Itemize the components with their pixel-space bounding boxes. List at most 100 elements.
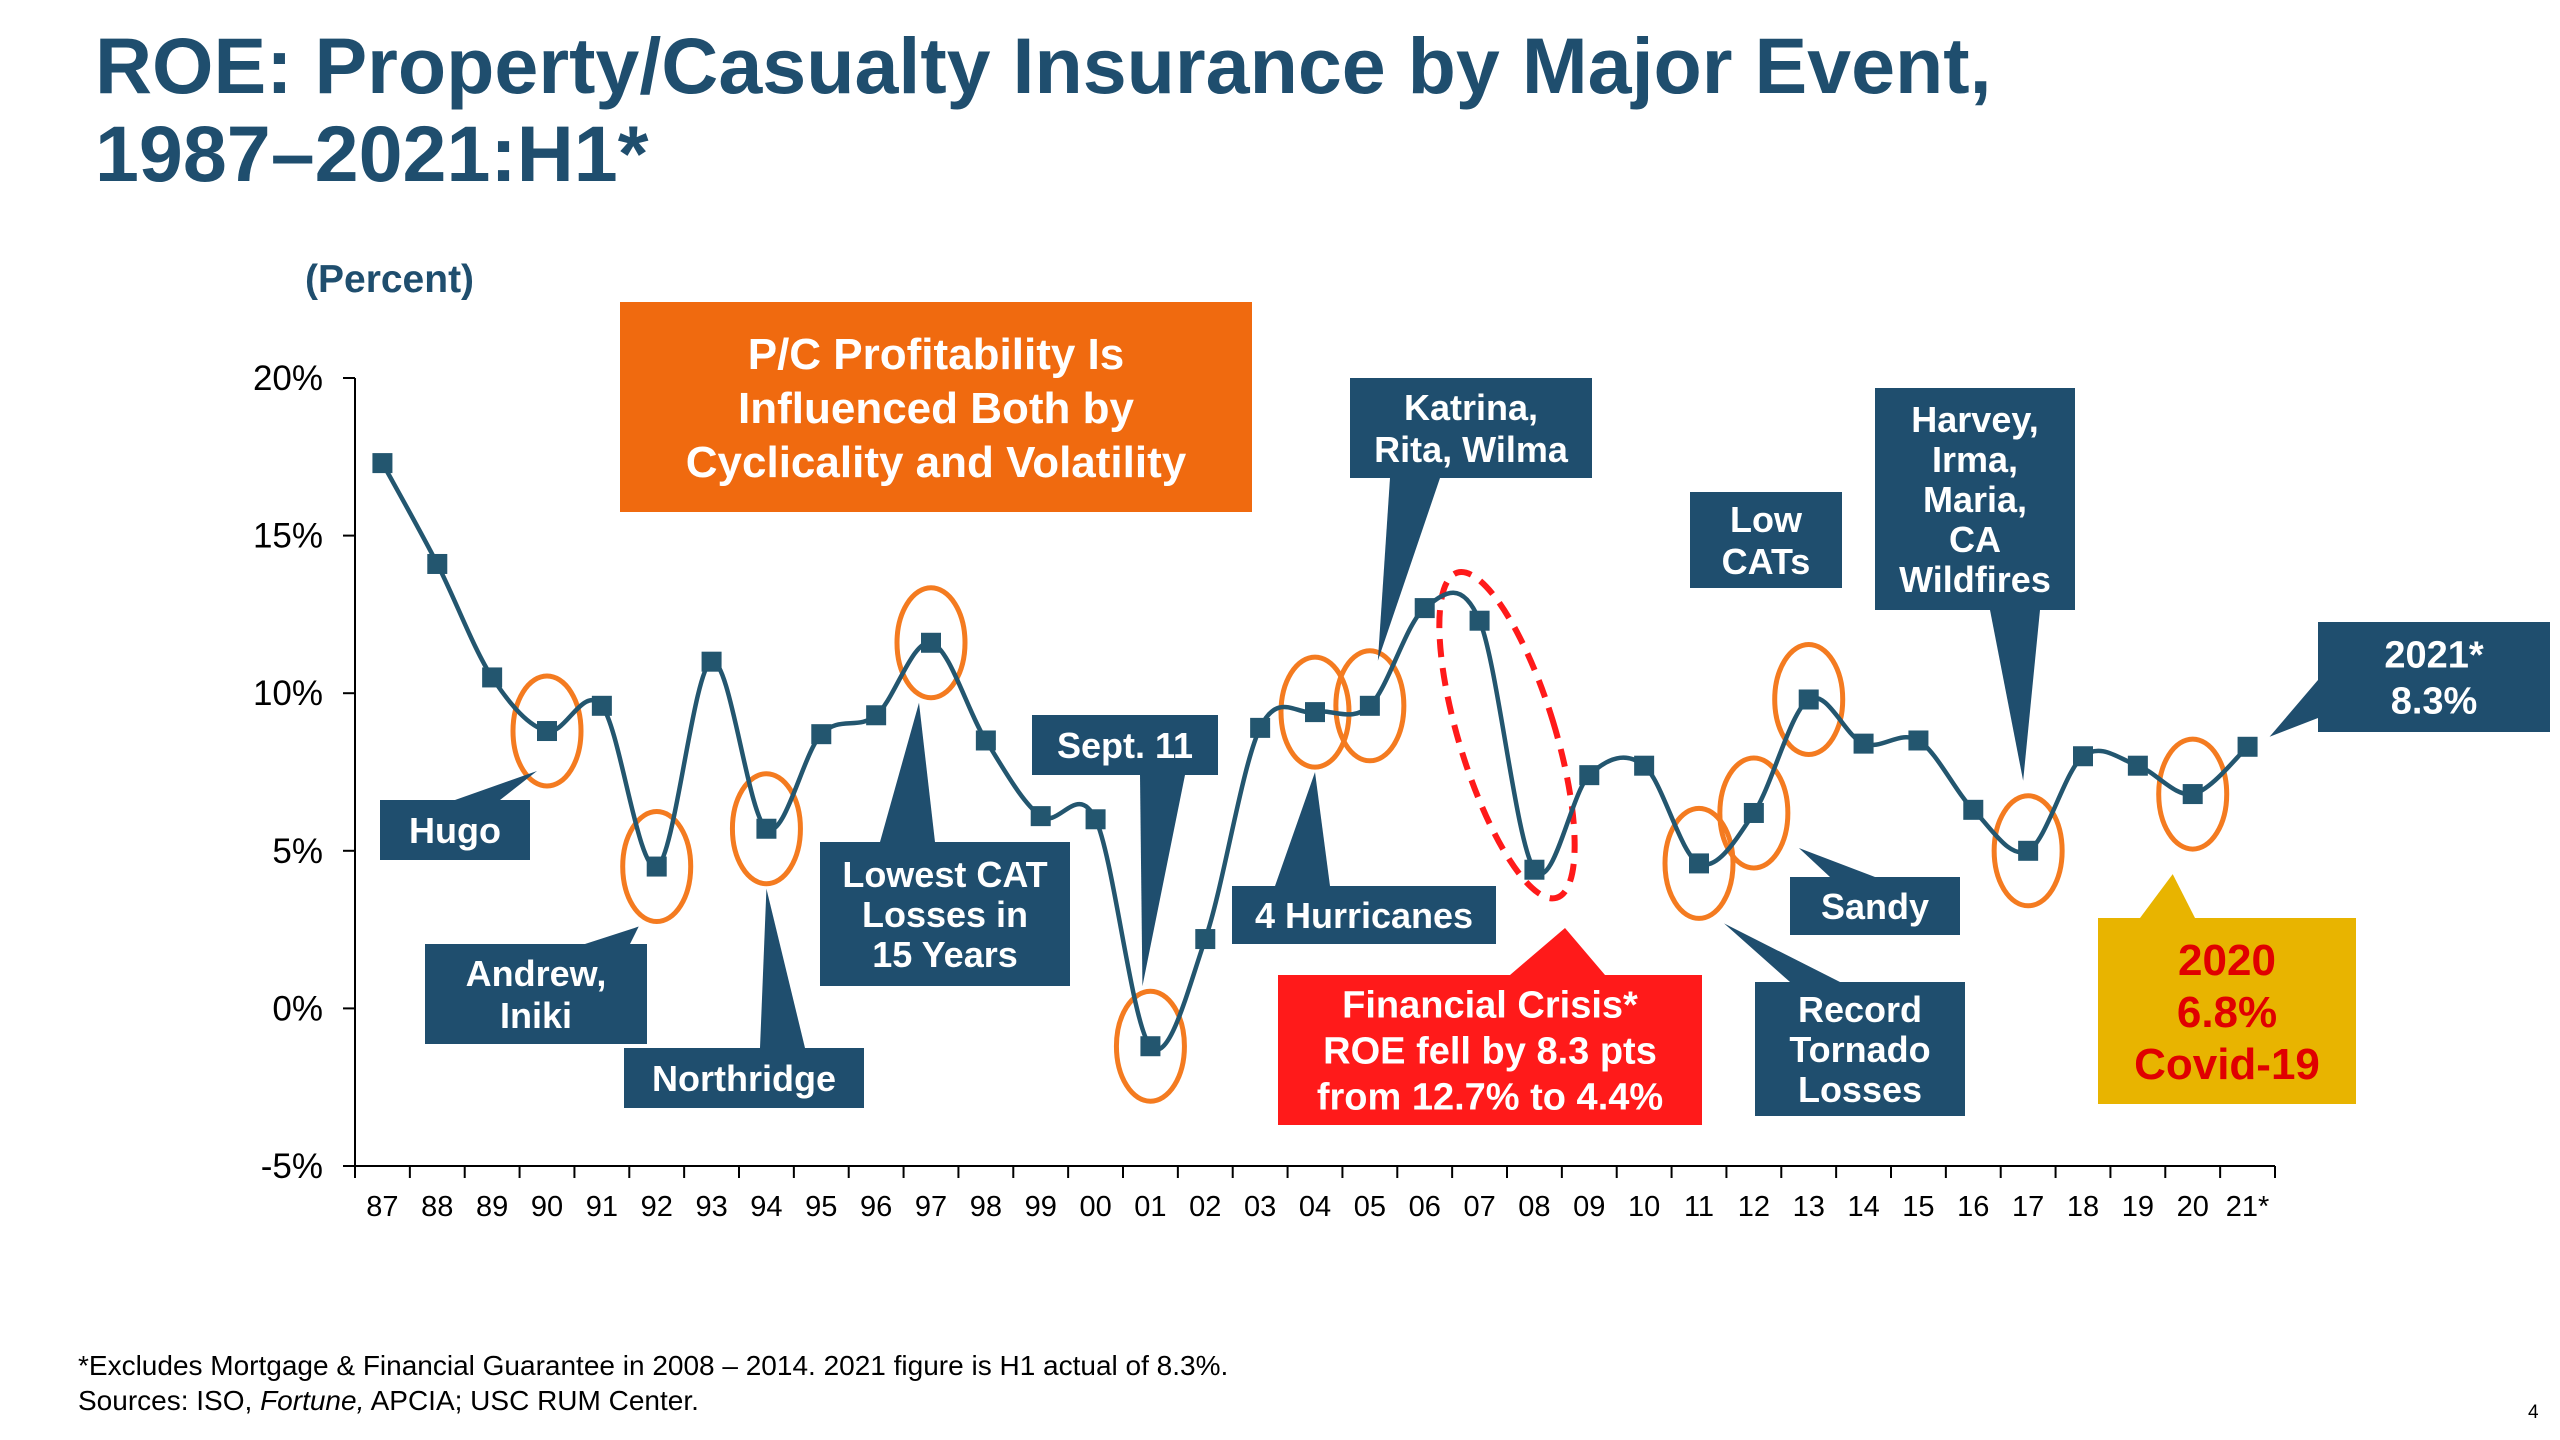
data-point-marker — [1634, 755, 1655, 776]
callout-harvey-label: Irma, — [1932, 439, 2018, 480]
callout-low-cats-box — [1690, 492, 1842, 588]
footnote-line-2: Sources: ISO, Fortune, APCIA; USC RUM Ce… — [78, 1383, 1228, 1418]
data-point-marker — [1469, 610, 1490, 631]
footnote: *Excludes Mortgage & Financial Guarantee… — [78, 1348, 1228, 1418]
event-circle — [1278, 654, 1352, 770]
callout-andrew-label: Andrew, — [466, 953, 607, 994]
data-point-marker — [2237, 736, 2258, 757]
data-point-marker — [975, 730, 996, 751]
event-circles — [510, 569, 2230, 1104]
event-circle — [2156, 736, 2230, 852]
data-point-marker — [701, 651, 722, 672]
callout-northridge-pointer — [760, 888, 805, 1048]
callout-low-cats-label: Low — [1730, 499, 1803, 540]
x-tick-label: 08 — [1518, 1191, 1550, 1223]
x-tick-label: 13 — [1793, 1191, 1825, 1223]
x-tick-label: 87 — [366, 1191, 398, 1223]
data-point-marker — [811, 724, 832, 745]
callout-covid-label: Covid-19 — [2134, 1040, 2320, 1089]
callout-2021-label: 8.3% — [2391, 681, 2478, 723]
title-line-1: ROE: Property/Casualty Insurance by Majo… — [95, 21, 1992, 110]
x-tick-label: 05 — [1354, 1191, 1386, 1223]
y-tick-label: 0% — [272, 989, 323, 1028]
callout-hugo: Hugo — [380, 771, 537, 860]
callout-northridge: Northridge — [624, 888, 864, 1108]
x-tick-label: 16 — [1957, 1191, 1989, 1223]
callout-profitability-label: Cyclicality and Volatility — [686, 438, 1187, 487]
footnote-line-1: *Excludes Mortgage & Financial Guarantee… — [78, 1350, 1229, 1381]
callout-4-hurricanes-box — [1232, 886, 1496, 944]
callout-katrina-label: Katrina, — [1404, 387, 1538, 428]
x-tick-label: 03 — [1244, 1191, 1276, 1223]
callout-4-hurricanes-label: 4 Hurricanes — [1255, 895, 1473, 936]
x-tick-label: 89 — [476, 1191, 508, 1223]
callout-katrina-pointer — [1377, 478, 1440, 661]
callout-harvey-box — [1875, 388, 2075, 610]
callout-andrew-label: Iniki — [500, 995, 572, 1036]
callout-katrina-label: Rita, Wilma — [1374, 429, 1569, 470]
title-line-2: 1987–2021:H1* — [95, 109, 649, 198]
callout-lowest-cat-box — [820, 842, 1070, 986]
x-tick-label: 99 — [1025, 1191, 1057, 1223]
data-point-marker — [921, 632, 941, 653]
data-point-marker — [1305, 702, 1325, 723]
x-tick-label: 12 — [1738, 1191, 1770, 1223]
callout-4-hurricanes-pointer — [1275, 772, 1330, 886]
y-tick-label: 20% — [253, 359, 323, 398]
financial-crisis-dashed-ellipse — [1436, 569, 1578, 902]
data-point-marker — [1140, 1036, 1161, 1057]
x-tick-label: 04 — [1299, 1191, 1331, 1223]
callout-lowest-cat-label: Losses in — [862, 894, 1028, 935]
callout-2021: 2021*8.3% — [2269, 622, 2550, 737]
x-tick-label: 10 — [1628, 1191, 1660, 1223]
callout-andrew-box — [425, 944, 647, 1044]
callout-financial-crisis-box — [1278, 975, 1702, 1125]
callout-profitability-box — [620, 302, 1252, 512]
callout-low-cats-label: CATs — [1722, 541, 1811, 582]
x-tick-label: 20 — [2177, 1191, 2209, 1223]
x-tick-label: 92 — [641, 1191, 673, 1223]
x-tick-label: 96 — [860, 1191, 892, 1223]
data-point-marker — [1085, 809, 1106, 830]
data-point-marker — [482, 667, 503, 688]
data-point-marker — [2127, 755, 2148, 776]
event-circle — [729, 771, 803, 887]
data-point-marker — [1689, 853, 1709, 874]
callout-record-tornado-label: Losses — [1798, 1069, 1922, 1110]
callout-covid-label: 2020 — [2178, 936, 2276, 985]
callout-2021-label: 2021* — [2384, 635, 2484, 677]
event-circle — [1717, 755, 1791, 871]
footnote-sources-pre: Sources: ISO, — [78, 1385, 261, 1416]
callout-harvey-label: Wildfires — [1899, 559, 2051, 600]
data-point-marker — [1030, 806, 1051, 827]
event-circle — [510, 673, 584, 789]
data-point-marker — [591, 695, 612, 716]
x-tick-label: 21* — [2226, 1191, 2270, 1223]
callout-covid-label: 6.8% — [2177, 988, 2277, 1037]
data-point-marker — [866, 705, 887, 726]
x-tick-label: 18 — [2067, 1191, 2099, 1223]
y-tick-label: 5% — [272, 832, 323, 871]
x-tick-label: 01 — [1134, 1191, 1166, 1223]
callout-record-tornado-box — [1755, 982, 1965, 1116]
callout-financial-crisis: Financial Crisis*ROE fell by 8.3 ptsfrom… — [1278, 928, 1702, 1125]
footnote-sources-post: APCIA; USC RUM Center. — [364, 1385, 699, 1416]
callout-sept11: Sept. 11 — [1032, 715, 1218, 987]
x-tick-label: 09 — [1573, 1191, 1605, 1223]
event-circle — [1662, 805, 1736, 921]
callout-northridge-label: Northridge — [652, 1058, 836, 1099]
data-point-marker — [2182, 784, 2203, 805]
callout-financial-crisis-label: ROE fell by 8.3 pts — [1323, 1031, 1657, 1073]
callout-sept11-box — [1032, 715, 1218, 775]
callout-katrina-box — [1350, 378, 1592, 478]
event-circle — [1772, 642, 1846, 758]
callout-2021-box — [2318, 622, 2550, 732]
data-point-marker — [1853, 733, 1874, 754]
x-tick-label: 14 — [1847, 1191, 1879, 1223]
data-point-marker — [1743, 802, 1764, 823]
